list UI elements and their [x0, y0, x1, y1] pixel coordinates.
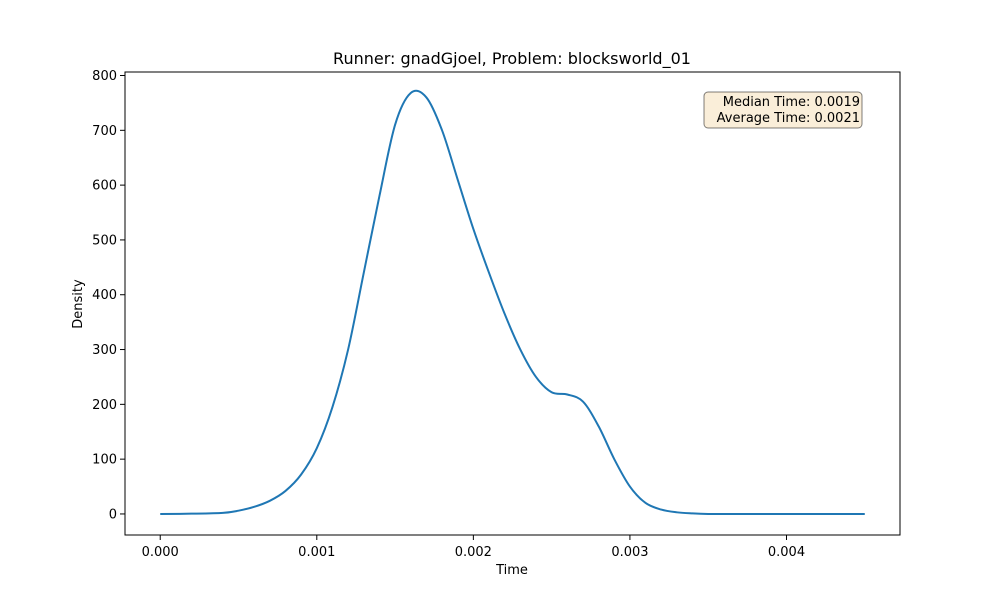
y-tick-label: 300: [92, 343, 117, 358]
x-tick-label: 0.004: [768, 545, 805, 560]
y-tick-label: 200: [92, 398, 117, 413]
average-time-text: Average Time: 0.0021: [717, 111, 860, 126]
y-tick-label: 600: [92, 179, 117, 194]
y-tick-label: 100: [92, 453, 117, 468]
y-tick-label: 800: [92, 69, 117, 84]
median-time-text: Median Time: 0.0019: [723, 95, 860, 110]
x-axis-label: Time: [495, 563, 528, 578]
axes-frame: [124, 71, 901, 536]
x-tick-label: 0.001: [298, 545, 335, 560]
y-tick-label: 500: [92, 233, 117, 248]
y-axis: 0 100 200 300 400 500 600 700 800: [92, 69, 125, 522]
x-tick-label: 0.002: [455, 545, 492, 560]
y-tick-label: 0: [109, 507, 117, 522]
x-tick-label: 0.003: [611, 545, 648, 560]
y-tick-label: 700: [92, 124, 117, 139]
y-tick-label: 400: [92, 288, 117, 303]
density-curve: [160, 89, 865, 515]
x-axis: 0.000 0.001 0.002 0.003 0.004: [142, 535, 805, 560]
stats-annotation-box: Median Time: 0.0019 Average Time: 0.0021: [703, 91, 863, 129]
annotation-background: [703, 91, 863, 129]
y-axis-label: Density: [71, 279, 86, 329]
plot-area: [124, 71, 901, 536]
x-tick-label: 0.000: [142, 545, 179, 560]
chart-title: Runner: gnadGjoel, Problem: blocksworld_…: [333, 49, 691, 69]
